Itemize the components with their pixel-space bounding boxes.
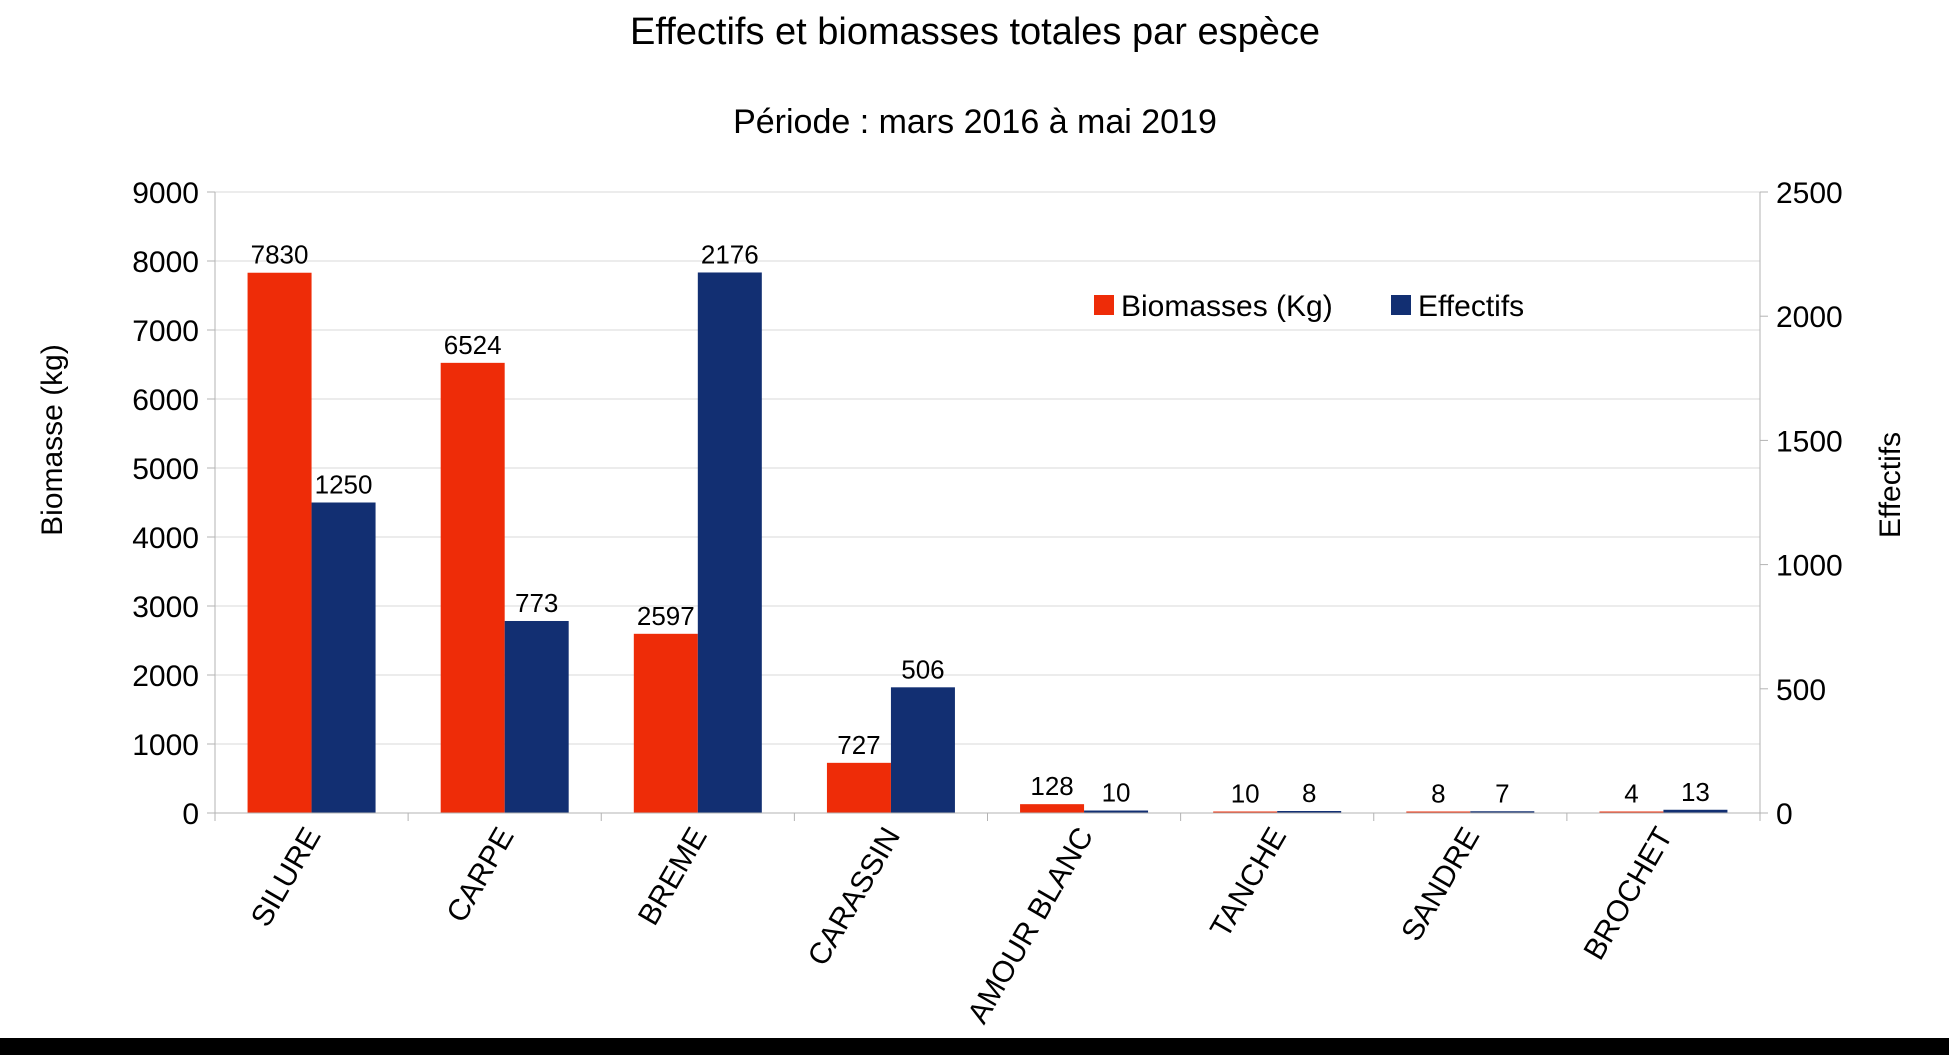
legend: Biomasses (Kg) Effectifs <box>1094 290 1524 323</box>
y-tick-label-left: 2000 <box>132 660 199 693</box>
data-label-effectifs: 10 <box>1102 778 1131 808</box>
legend-label-biomasse: Biomasses (Kg) <box>1121 290 1333 323</box>
bars <box>247 272 1728 814</box>
y-tick-label-right: 500 <box>1776 674 1826 707</box>
data-labels: 7830 1250 6524 773 2597 2176 727 506 128 10 10 8 8 7 4… <box>251 239 1710 808</box>
y-tick-label-left: 7000 <box>132 315 199 348</box>
y-tick-label-right: 2500 <box>1776 177 1843 210</box>
chart-subtitle: Période : mars 2016 à mai 2019 <box>733 103 1217 141</box>
x-tick-label: AMOUR BLANC <box>962 822 1101 1029</box>
bar-effectifs <box>1663 809 1728 813</box>
y-tick-label-left: 3000 <box>132 591 199 624</box>
bar-biomasse <box>1020 804 1085 813</box>
bar-effectifs <box>1277 811 1342 813</box>
y-axis-title-left: Biomasse (kg) <box>36 344 69 536</box>
data-label-effectifs: 8 <box>1302 778 1316 808</box>
data-label-biomasse: 8 <box>1431 779 1445 809</box>
axes: 0 1000 2000 3000 4000 5000 6000 7000 8000 9000 0 50… <box>132 177 1843 1029</box>
y-axis-title-right: Effectifs <box>1874 432 1907 538</box>
y-tick-label-right: 1500 <box>1776 425 1843 458</box>
y-tick-label-left: 6000 <box>132 384 199 417</box>
x-tick-label: TANCHE <box>1204 822 1293 943</box>
data-label-effectifs: 2176 <box>701 239 759 269</box>
bar-effectifs <box>504 620 569 813</box>
bar-biomasse <box>440 362 505 813</box>
x-tick-label: BREME <box>632 822 714 931</box>
data-label-effectifs: 773 <box>515 588 558 618</box>
y-tick-label-left: 5000 <box>132 453 199 486</box>
x-tick-label: CARPE <box>440 822 520 928</box>
legend-label-effectifs: Effectifs <box>1418 290 1524 323</box>
data-label-biomasse: 7830 <box>251 240 309 270</box>
y-tick-label-left: 4000 <box>132 522 199 555</box>
chart-title: Effectifs et biomasses totales par espèc… <box>630 11 1320 53</box>
bar-biomasse <box>247 272 312 814</box>
bar-biomasse <box>1213 811 1278 813</box>
x-tick-label: BROCHET <box>1578 822 1680 966</box>
y-tick-label-left: 0 <box>182 798 199 831</box>
bar-effectifs <box>1470 811 1535 813</box>
bar-effectifs <box>1084 810 1149 813</box>
data-label-biomasse: 4 <box>1624 779 1638 809</box>
bar-biomasse <box>1599 811 1664 813</box>
legend-swatch-biomasse <box>1094 295 1114 315</box>
x-tick-label: SANDRE <box>1395 822 1486 947</box>
data-label-biomasse: 727 <box>837 730 880 760</box>
data-label-effectifs: 7 <box>1495 778 1509 808</box>
x-tick-label: SILURE <box>245 822 328 932</box>
data-label-effectifs: 506 <box>901 654 944 684</box>
bottom-border <box>0 1038 1949 1055</box>
y-tick-label-left: 1000 <box>132 729 199 762</box>
data-label-effectifs: 13 <box>1681 777 1710 807</box>
bar-effectifs <box>890 687 955 813</box>
y-tick-label-right: 0 <box>1776 798 1793 831</box>
data-label-effectifs: 1250 <box>315 470 373 500</box>
x-tick-label: CARASSIN <box>802 822 907 971</box>
data-label-biomasse: 128 <box>1030 771 1073 801</box>
bar-effectifs <box>697 272 762 814</box>
y-tick-label-left: 9000 <box>132 177 199 210</box>
bar-biomasse <box>826 762 891 813</box>
bar-effectifs <box>311 502 376 813</box>
legend-swatch-effectifs <box>1391 295 1411 315</box>
y-tick-label-left: 8000 <box>132 246 199 279</box>
y-tick-label-right: 2000 <box>1776 301 1843 334</box>
data-label-biomasse: 6524 <box>444 330 502 360</box>
data-label-biomasse: 10 <box>1231 779 1260 809</box>
bar-biomasse <box>633 633 698 813</box>
bar-biomasse <box>1406 811 1471 813</box>
y-tick-label-right: 1000 <box>1776 550 1843 583</box>
data-label-biomasse: 2597 <box>637 601 695 631</box>
